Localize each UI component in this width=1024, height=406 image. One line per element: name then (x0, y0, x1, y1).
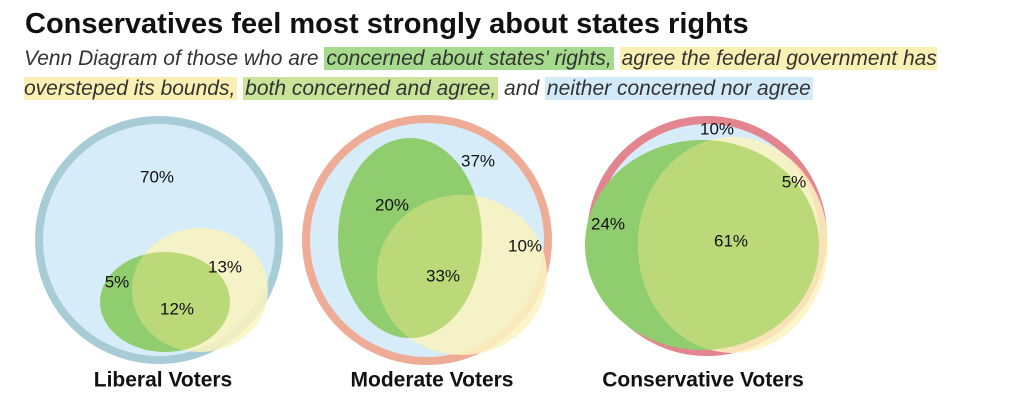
value-label: 24% (591, 214, 625, 233)
value-label: 5% (782, 172, 807, 191)
highlight-text: concerned about states' rights, (324, 47, 614, 70)
panel-name: Liberal Voters (94, 369, 233, 392)
value-label: 10% (700, 119, 734, 138)
value-label: 70% (140, 167, 174, 186)
subtitle-text: Venn Diagram of those who are (24, 47, 319, 70)
chart-title: Conservatives feel most strongly about s… (25, 8, 749, 40)
venn-both (377, 195, 482, 338)
venn-both (638, 140, 819, 350)
value-label: 5% (105, 272, 130, 291)
highlight-text: both concerned and agree, (243, 77, 499, 100)
highlight-text: neither concerned nor agree (544, 77, 813, 100)
value-label: 10% (508, 236, 542, 255)
subtitle: Venn Diagram of those who are concerned … (24, 44, 1009, 104)
value-label: 13% (208, 257, 242, 276)
value-label: 20% (375, 195, 409, 214)
subtitle-text: and (504, 77, 540, 100)
value-label: 12% (160, 299, 194, 318)
value-label: 61% (714, 231, 748, 250)
panel-name: Conservative Voters (602, 369, 804, 392)
value-label: 33% (426, 266, 460, 285)
panel-name: Moderate Voters (351, 369, 514, 392)
venn-both (132, 252, 230, 352)
value-label: 37% (461, 151, 495, 170)
